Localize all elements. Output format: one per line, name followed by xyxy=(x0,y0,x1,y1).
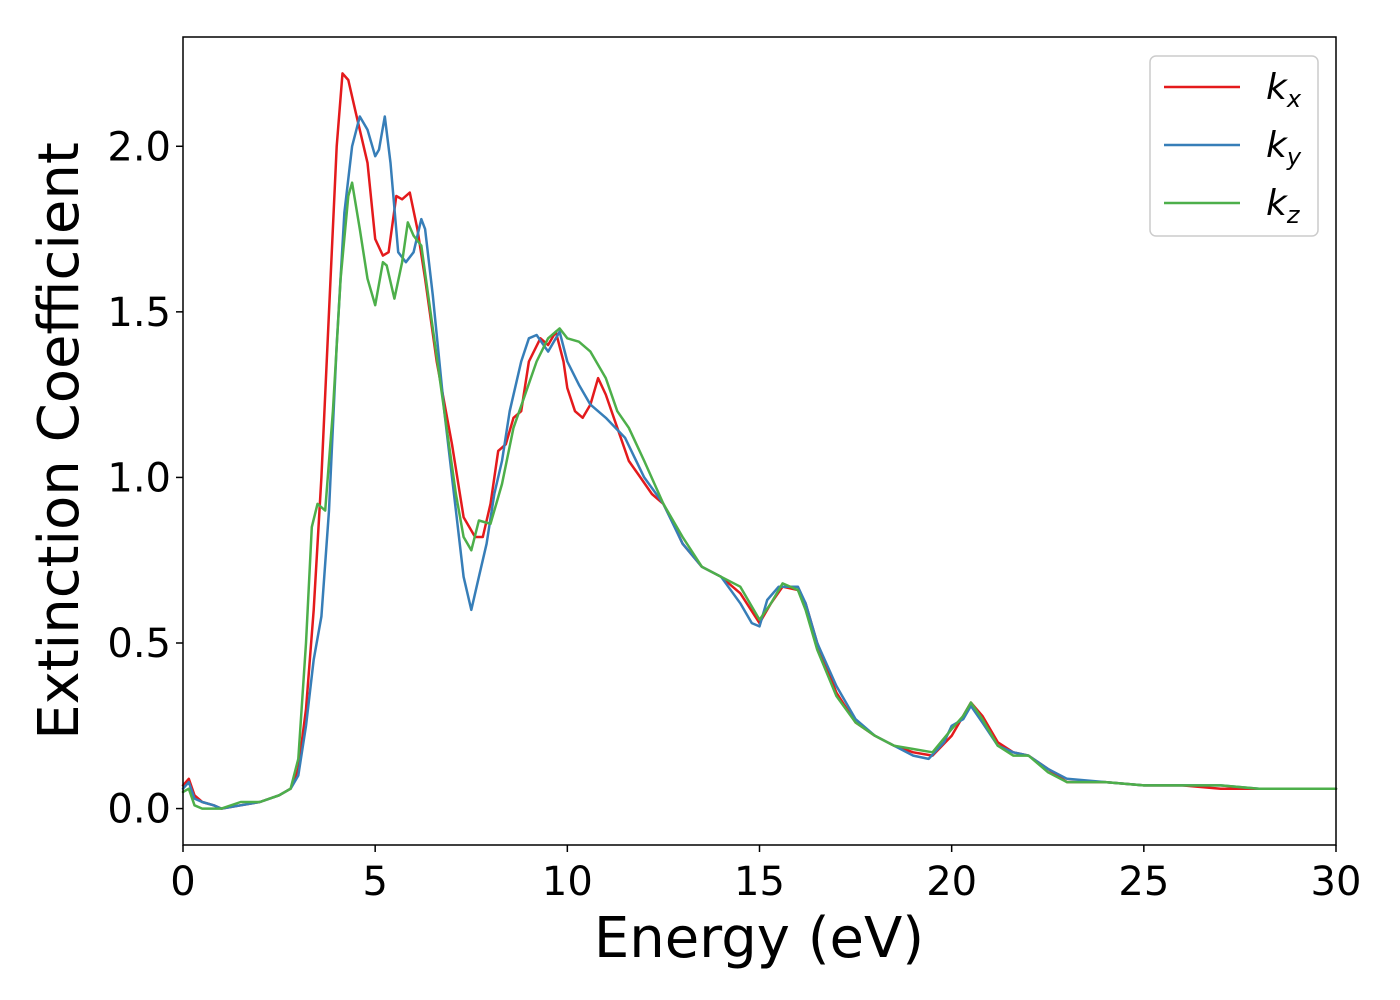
y-axis-ticks: 0.0 0.5 1.0 1.5 2.0 xyxy=(107,124,183,833)
series-line-y xyxy=(181,115,1338,810)
legend-label-x: kx xyxy=(1266,67,1302,113)
plot-lines xyxy=(181,72,1338,810)
y-tick-label: 1.5 xyxy=(107,290,171,336)
x-tick-label: 5 xyxy=(362,859,387,905)
y-tick-label: 0.5 xyxy=(107,621,171,667)
y-tick-label: 2.0 xyxy=(107,124,171,170)
y-tick-label: 0.0 xyxy=(107,787,171,833)
series-line-z xyxy=(181,181,1338,810)
x-tick-label: 0 xyxy=(170,859,195,905)
legend: kx ky kz xyxy=(1149,55,1319,237)
legend-label-y: ky xyxy=(1266,125,1302,171)
legend-label-z: kz xyxy=(1266,183,1301,229)
y-tick-label: 1.0 xyxy=(107,455,171,501)
x-tick-label: 20 xyxy=(926,859,977,905)
y-axis-title: Extinction Coefficient xyxy=(27,142,92,740)
x-tick-label: 15 xyxy=(734,859,785,905)
x-axis-title: Energy (eV) xyxy=(594,906,924,971)
x-tick-label: 10 xyxy=(542,859,593,905)
x-axis-ticks: 0 5 10 15 20 25 30 xyxy=(170,845,1361,905)
x-tick-label: 30 xyxy=(1311,859,1362,905)
x-tick-label: 25 xyxy=(1118,859,1169,905)
